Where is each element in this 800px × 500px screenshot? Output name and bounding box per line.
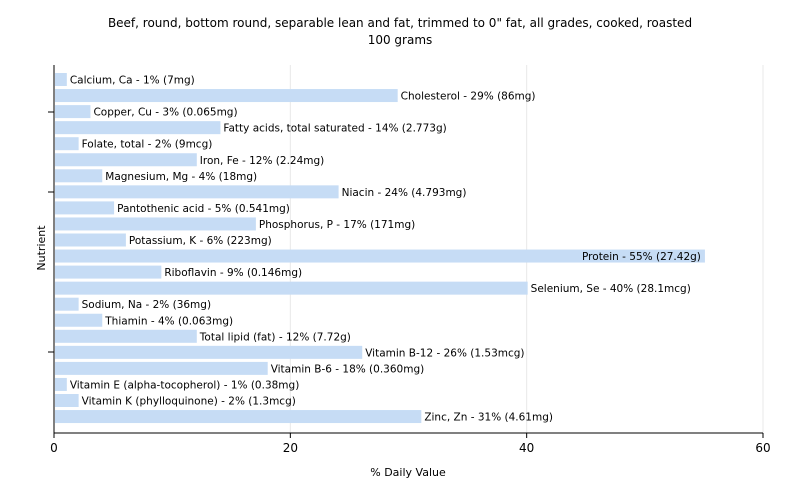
bar [55, 265, 162, 279]
bar [55, 377, 67, 391]
chart-subtitle: 100 grams [368, 33, 433, 47]
bar [55, 249, 705, 263]
bar-label: Copper, Cu - 3% (0.065mg) [93, 107, 237, 119]
bar [55, 233, 126, 247]
bar-labels: Calcium, Ca - 1% (7mg) Cholesterol - 29% … [70, 75, 701, 424]
bar [55, 410, 422, 424]
x-tick-label: 40 [519, 441, 534, 455]
bar-label: Pantothenic acid - 5% (0.541mg) [117, 203, 290, 215]
bar [55, 297, 79, 311]
bar [55, 281, 528, 295]
bar-label: Magnesium, Mg - 4% (18mg) [105, 171, 257, 183]
bar-label: Total lipid (fat) - 12% (7.72g) [199, 331, 351, 343]
bar-label: Thiamin - 4% (0.063mg) [104, 315, 233, 327]
bar [55, 345, 363, 359]
x-tick-label: 60 [755, 441, 770, 455]
bar [55, 394, 79, 407]
bar-label: Calcium, Ca - 1% (7mg) [70, 75, 195, 87]
bar [55, 201, 115, 215]
plot-area [54, 65, 763, 433]
bar [55, 121, 221, 135]
bar-label: Fatty acids, total saturated - 14% (2.77… [223, 123, 446, 135]
bar [55, 185, 339, 199]
bar-label: Vitamin B-6 - 18% (0.360mg) [271, 363, 425, 375]
bar [55, 169, 103, 183]
bar-label: Vitamin K (phylloquinone) - 2% (1.3mcg) [82, 396, 296, 408]
x-tick-label: 0 [50, 441, 58, 455]
bar-label: Zinc, Zn - 31% (4.61mg) [424, 412, 553, 424]
x-tick-label: 20 [283, 441, 298, 455]
bar [55, 153, 197, 167]
bar-label: Riboflavin - 9% (0.146mg) [164, 267, 302, 279]
bar-label: Vitamin E (alpha-tocopherol) - 1% (0.38m… [70, 379, 299, 391]
grid [54, 65, 764, 433]
bar [55, 361, 268, 375]
bars [55, 73, 705, 424]
bar-label: Protein - 55% (27.42g) [582, 251, 701, 263]
bar-label: Vitamin B-12 - 26% (1.53mcg) [365, 347, 524, 359]
bar-label: Folate, total - 2% (9mcg) [82, 139, 213, 151]
bar [55, 137, 79, 151]
bar-label: Sodium, Na - 2% (36mg) [82, 299, 211, 311]
bar [55, 313, 103, 327]
bar-label: Potassium, K - 6% (223mg) [129, 235, 272, 247]
bar-label: Phosphorus, P - 17% (171mg) [259, 219, 415, 231]
bar-label: Cholesterol - 29% (86mg) [401, 91, 536, 103]
x-axis-title: % Daily Value [370, 466, 446, 479]
y-axis-title: Nutrient [35, 225, 48, 271]
bar-label: Niacin - 24% (4.793mg) [342, 187, 467, 199]
bar [55, 89, 398, 103]
chart-title: Beef, round, bottom round, separable lea… [108, 16, 692, 30]
axes: 0 20 40 60 [48, 65, 771, 455]
bar [55, 329, 197, 343]
bar-label: Iron, Fe - 12% (2.24mg) [200, 155, 324, 167]
bar [55, 73, 67, 86]
bar-label: Selenium, Se - 40% (28.1mcg) [531, 283, 691, 295]
bar [55, 217, 256, 231]
bar [55, 105, 91, 119]
